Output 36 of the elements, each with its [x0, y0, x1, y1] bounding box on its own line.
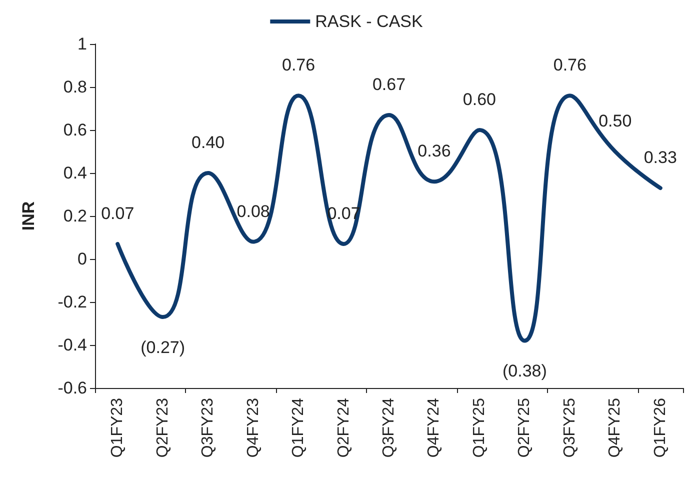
- y-tick-label: 0.8: [63, 78, 87, 96]
- y-tick-label: -0.6: [58, 378, 87, 398]
- x-tick-label: Q4FY24: [426, 398, 443, 458]
- x-tick-label: Q2FY24: [335, 398, 352, 458]
- data-label: 0.33: [644, 148, 677, 168]
- y-tick-label: 0: [78, 250, 87, 268]
- x-tick-label: Q2FY25: [516, 398, 534, 458]
- y-tick-label: -0.2: [58, 292, 87, 312]
- y-tick-label: 0.6: [63, 120, 87, 140]
- x-tick-label: Q4FY23: [244, 398, 262, 458]
- x-tick-label: Q3FY23: [200, 398, 217, 458]
- data-label: 0.07: [101, 204, 134, 223]
- data-label: 0.76: [282, 56, 316, 75]
- y-tick-label: 1: [78, 34, 87, 54]
- legend-label: RASK - CASK: [315, 12, 424, 31]
- x-tick-label: Q2FY23: [154, 398, 172, 458]
- data-label: 0.50: [598, 112, 632, 130]
- x-tick-label: Q1FY24: [290, 398, 308, 458]
- data-label: 0.60: [462, 90, 496, 109]
- data-label: (0.38): [502, 362, 547, 381]
- x-tick-label: Q3FY24: [380, 398, 398, 458]
- y-axis-title: INR: [19, 201, 38, 231]
- x-tick-label: Q3FY25: [561, 398, 578, 458]
- data-label: 0.36: [418, 142, 451, 161]
- data-label: 0.40: [192, 133, 225, 152]
- data-label: 0.67: [372, 74, 406, 94]
- data-label: (0.27): [140, 338, 186, 358]
- x-tick-label: Q1FY23: [109, 398, 126, 458]
- x-tick-label: Q1FY26: [652, 398, 669, 458]
- data-label: 0.76: [553, 56, 586, 75]
- y-tick-label: -0.4: [58, 336, 87, 354]
- y-tick-label: 0.2: [63, 206, 87, 226]
- y-tick-label: 0.4: [63, 164, 87, 182]
- data-label: 0.08: [236, 202, 270, 221]
- x-tick-label: Q4FY25: [606, 398, 624, 458]
- x-tick-label: Q1FY25: [470, 398, 488, 458]
